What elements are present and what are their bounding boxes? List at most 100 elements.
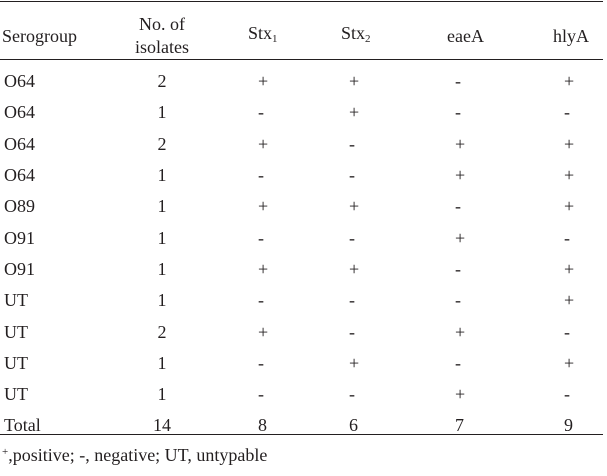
table-row: O89 1 + + - + bbox=[0, 191, 605, 222]
cell-eaea: - bbox=[455, 102, 461, 123]
cell-hlya: + bbox=[564, 133, 575, 154]
cell-stx2: + bbox=[349, 352, 360, 373]
cell-stx1: - bbox=[258, 165, 264, 186]
table-body: O64 2 + + - + O64 1 - + - - O64 2 + - + + O64 1 - - + + O89 1 + + - +… bbox=[0, 66, 605, 442]
footnote-text: ,positive; -, negative; UT, untypable bbox=[8, 445, 268, 465]
cell-isolates: 1 bbox=[157, 290, 167, 311]
table-row: O91 1 + + - + bbox=[0, 254, 605, 285]
cell-eaea: - bbox=[455, 71, 461, 92]
cell-isolates: 1 bbox=[157, 165, 167, 186]
cell-eaea: - bbox=[455, 290, 461, 311]
cell-stx2: - bbox=[349, 384, 355, 405]
serogroup-table: Serogroup No. of isolates Stx1 Stx2 eaeA … bbox=[0, 0, 605, 442]
cell-hlya: - bbox=[564, 321, 570, 342]
cell-eaea: + bbox=[455, 384, 466, 405]
cell-hlya: + bbox=[564, 71, 575, 92]
table-row: O91 1 - - + - bbox=[0, 222, 605, 253]
cell-hlya: - bbox=[564, 227, 570, 248]
table-row: O64 1 - + - - bbox=[0, 97, 605, 128]
cell-stx2: - bbox=[349, 290, 355, 311]
top-rule bbox=[0, 1, 603, 2]
cell-isolates: 1 bbox=[157, 196, 167, 217]
table-row: O64 2 + - + + bbox=[0, 129, 605, 160]
cell-stx2: + bbox=[349, 102, 360, 123]
cell-stx1: - bbox=[258, 352, 264, 373]
cell-stx2: - bbox=[349, 227, 355, 248]
cell-stx2: - bbox=[349, 321, 355, 342]
table-row: O64 2 + + - + bbox=[0, 66, 605, 97]
header-serogroup: Serogroup bbox=[2, 25, 77, 46]
cell-stx1: + bbox=[258, 321, 269, 342]
cell-isolates: 2 bbox=[157, 133, 167, 154]
cell-stx1: + bbox=[258, 258, 269, 279]
bottom-rule bbox=[0, 434, 603, 435]
table-row: UT 2 + - + - bbox=[0, 316, 605, 347]
cell-stx1: - bbox=[258, 384, 264, 405]
cell-eaea: 7 bbox=[455, 415, 464, 436]
cell-isolates: 14 bbox=[153, 415, 171, 436]
cell-serogroup: O64 bbox=[4, 71, 35, 92]
cell-serogroup: O91 bbox=[4, 227, 35, 248]
cell-serogroup: O89 bbox=[4, 196, 35, 217]
cell-isolates: 1 bbox=[157, 227, 167, 248]
header-isolates: No. of isolates bbox=[135, 14, 189, 57]
cell-hlya: 9 bbox=[564, 415, 573, 436]
cell-stx1: - bbox=[258, 290, 264, 311]
cell-isolates: 1 bbox=[157, 384, 167, 405]
cell-stx1: + bbox=[258, 71, 269, 92]
footnote: +,positive; -, negative; UT, untypable bbox=[2, 440, 267, 467]
cell-eaea: + bbox=[455, 227, 466, 248]
cell-hlya: + bbox=[564, 290, 575, 311]
cell-serogroup: O91 bbox=[4, 258, 35, 279]
cell-isolates: 2 bbox=[157, 71, 167, 92]
cell-stx2: + bbox=[349, 71, 360, 92]
cell-stx1: - bbox=[258, 227, 264, 248]
cell-stx2: + bbox=[349, 258, 360, 279]
cell-isolates: 1 bbox=[157, 258, 167, 279]
cell-serogroup: UT bbox=[4, 290, 28, 311]
cell-hlya: + bbox=[564, 196, 575, 217]
cell-serogroup: UT bbox=[4, 352, 28, 373]
header-stx1: Stx1 bbox=[248, 22, 278, 45]
table-row: UT 1 - - + - bbox=[0, 379, 605, 410]
footnote-marker: + bbox=[2, 446, 9, 458]
cell-serogroup: O64 bbox=[4, 165, 35, 186]
total-row: Total 14 8 6 7 9 bbox=[0, 410, 605, 441]
cell-hlya: - bbox=[564, 102, 570, 123]
cell-stx1: - bbox=[258, 102, 264, 123]
header-stx2: Stx2 bbox=[341, 22, 371, 45]
cell-eaea: + bbox=[455, 165, 466, 186]
cell-hlya: + bbox=[564, 258, 575, 279]
cell-eaea: + bbox=[455, 321, 466, 342]
cell-stx2: + bbox=[349, 196, 360, 217]
header-row: Serogroup No. of isolates Stx1 Stx2 eaeA … bbox=[0, 0, 605, 66]
cell-serogroup: O64 bbox=[4, 102, 35, 123]
cell-stx2: - bbox=[349, 133, 355, 154]
cell-stx1: 8 bbox=[258, 415, 267, 436]
cell-hlya: + bbox=[564, 352, 575, 373]
cell-isolates: 2 bbox=[157, 321, 167, 342]
cell-serogroup: UT bbox=[4, 384, 28, 405]
cell-stx1: + bbox=[258, 133, 269, 154]
header-eaea: eaeA bbox=[447, 25, 484, 46]
cell-eaea: - bbox=[455, 352, 461, 373]
cell-eaea: - bbox=[455, 196, 461, 217]
cell-eaea: + bbox=[455, 133, 466, 154]
cell-hlya: + bbox=[564, 165, 575, 186]
cell-eaea: - bbox=[455, 258, 461, 279]
cell-hlya: - bbox=[564, 384, 570, 405]
header-rule bbox=[0, 59, 603, 60]
table-row: O64 1 - - + + bbox=[0, 160, 605, 191]
cell-stx1: + bbox=[258, 196, 269, 217]
cell-serogroup: Total bbox=[4, 415, 41, 436]
table-row: UT 1 - + - + bbox=[0, 348, 605, 379]
table-row: UT 1 - - - + bbox=[0, 285, 605, 316]
cell-isolates: 1 bbox=[157, 352, 167, 373]
cell-isolates: 1 bbox=[157, 102, 167, 123]
cell-stx2: 6 bbox=[349, 415, 358, 436]
cell-serogroup: UT bbox=[4, 321, 28, 342]
cell-serogroup: O64 bbox=[4, 133, 35, 154]
header-hlya: hlyA bbox=[553, 25, 589, 46]
cell-stx2: - bbox=[349, 165, 355, 186]
